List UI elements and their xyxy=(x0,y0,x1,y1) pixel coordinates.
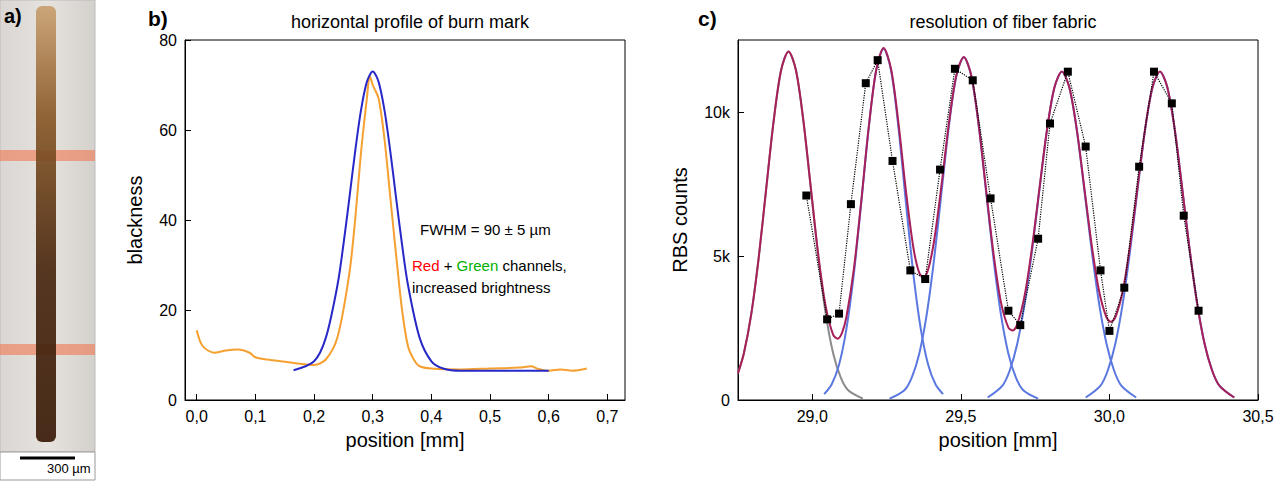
svg-text:+: + xyxy=(440,257,457,274)
svg-text:0,1: 0,1 xyxy=(244,408,266,425)
svg-text:5k: 5k xyxy=(713,248,731,265)
svg-text:FWHM = 90 ± 5 µm: FWHM = 90 ± 5 µm xyxy=(420,221,551,238)
svg-text:c): c) xyxy=(698,7,717,30)
svg-text:blackness: blackness xyxy=(124,176,146,265)
svg-text:80: 80 xyxy=(159,32,177,49)
svg-text:0,6: 0,6 xyxy=(538,408,560,425)
svg-text:0,3: 0,3 xyxy=(362,408,384,425)
svg-text:resolution of fiber fabric: resolution of fiber fabric xyxy=(909,12,1096,32)
svg-text:Green: Green xyxy=(457,257,499,274)
svg-text:300 µm: 300 µm xyxy=(47,461,91,476)
svg-text:0,0: 0,0 xyxy=(186,408,208,425)
svg-text:channels,: channels, xyxy=(498,257,566,274)
svg-text:30,0: 30,0 xyxy=(1094,408,1125,425)
svg-text:0,7: 0,7 xyxy=(596,408,618,425)
svg-text:29,0: 29,0 xyxy=(797,408,828,425)
svg-text:position [mm]: position [mm] xyxy=(939,429,1058,451)
svg-text:a): a) xyxy=(4,5,22,27)
svg-text:0: 0 xyxy=(168,392,177,409)
svg-text:10k: 10k xyxy=(704,104,731,121)
svg-text:RBS counts: RBS counts xyxy=(669,167,691,273)
svg-text:0,5: 0,5 xyxy=(479,408,501,425)
svg-text:horizontal profile of burn mar: horizontal profile of burn mark xyxy=(291,12,530,32)
svg-text:60: 60 xyxy=(159,122,177,139)
svg-text:0: 0 xyxy=(721,392,730,409)
svg-text:40: 40 xyxy=(159,212,177,229)
svg-text:increased brightness: increased brightness xyxy=(412,279,550,296)
svg-text:30,5: 30,5 xyxy=(1242,408,1273,425)
svg-text:29,5: 29,5 xyxy=(945,408,976,425)
svg-text:0,2: 0,2 xyxy=(303,408,325,425)
svg-text:20: 20 xyxy=(159,302,177,319)
svg-text:Red: Red xyxy=(412,257,440,274)
svg-text:b): b) xyxy=(148,7,168,30)
svg-text:position [mm]: position [mm] xyxy=(346,429,465,451)
svg-text:0,4: 0,4 xyxy=(420,408,442,425)
